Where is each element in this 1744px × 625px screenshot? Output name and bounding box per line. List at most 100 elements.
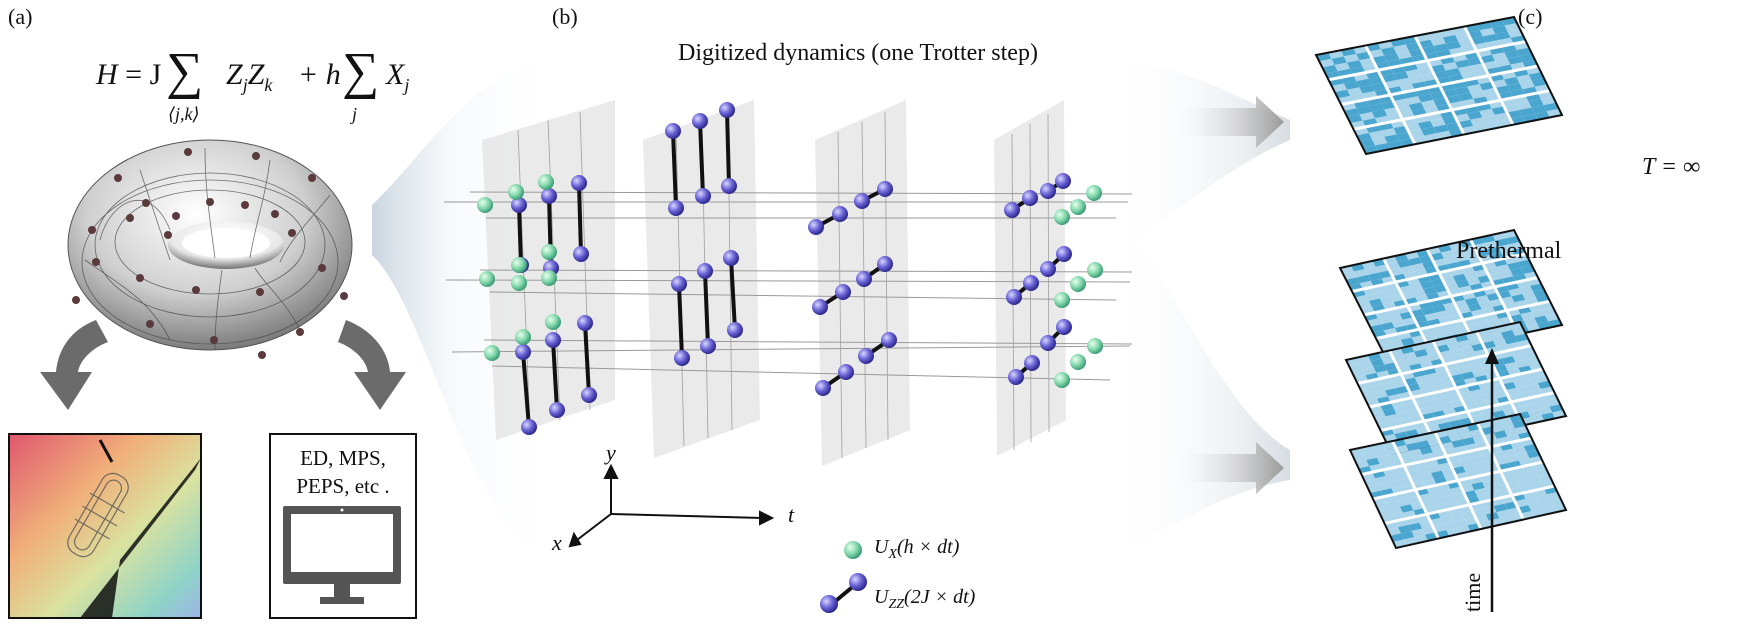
lattice-site	[1492, 25, 1508, 35]
legend-ux-arg: (h × dt)	[897, 536, 960, 558]
lattice-site	[1445, 68, 1462, 77]
lattice-site	[1372, 136, 1388, 146]
zz-gate-ball	[515, 344, 531, 360]
lattice-site	[1443, 521, 1457, 531]
lattice-site	[1494, 85, 1511, 95]
lattice-site	[1388, 479, 1402, 489]
lattice-site	[1442, 494, 1456, 504]
lattice-site	[1515, 426, 1529, 435]
lattice-site	[1396, 77, 1412, 87]
lattice-site	[1539, 500, 1553, 509]
plaquette-line	[1375, 299, 1551, 340]
ham-z2: Z	[247, 58, 265, 91]
arrow-top	[1170, 96, 1284, 148]
lattice-site	[1498, 244, 1513, 253]
lattice-site	[1430, 91, 1446, 100]
lattice-site	[1509, 241, 1523, 251]
lattice-site	[1429, 491, 1443, 500]
zz-gate-ball	[695, 188, 711, 204]
lattice-site	[1435, 310, 1450, 319]
lattice-site	[1400, 531, 1415, 540]
zz-gate-ball	[727, 322, 743, 338]
lattice-site	[1437, 396, 1451, 405]
zz-gate-ball	[665, 123, 681, 139]
lattice-site	[1516, 478, 1531, 488]
zz-bond	[517, 204, 523, 266]
lattice-site	[1432, 304, 1447, 313]
lattice-site	[1516, 385, 1530, 394]
axis-y-label: y	[606, 440, 616, 465]
lattice-site	[1491, 79, 1508, 88]
lattice-site	[1519, 53, 1535, 63]
lattice-site	[1367, 318, 1381, 327]
lattice-site	[1513, 446, 1527, 455]
lattice-site	[1371, 82, 1388, 92]
lattice-site	[1367, 272, 1382, 281]
lattice-site	[1528, 502, 1542, 512]
lattice-site	[1471, 481, 1485, 491]
lattice-site	[1472, 395, 1487, 404]
lattice-site	[1519, 285, 1534, 295]
plaquette-line	[1475, 330, 1524, 427]
lattice-site	[1368, 76, 1385, 85]
zz-gate-ball	[881, 332, 897, 348]
lattice-site	[1405, 69, 1422, 78]
time-label: time	[1460, 572, 1485, 612]
lattice-site	[1331, 56, 1347, 65]
zz-bond	[703, 270, 710, 347]
lattice-site	[1384, 80, 1400, 89]
lattice-site	[1371, 384, 1385, 393]
lattice-site	[1433, 124, 1449, 134]
lattice-site	[1491, 106, 1507, 115]
lattice-site	[1476, 321, 1491, 330]
lattice-site	[1516, 47, 1532, 57]
lattice-site	[1469, 389, 1484, 398]
ham-eq: = J	[125, 58, 162, 91]
zz-gate-ball	[854, 193, 870, 209]
lattice-site	[1459, 431, 1473, 440]
lattice-site	[1346, 277, 1360, 286]
lattice-site	[1472, 369, 1486, 378]
lattice-site	[1396, 411, 1411, 420]
lattice-site	[1501, 356, 1516, 365]
lattice-site	[1519, 107, 1535, 117]
lattice-site	[1520, 311, 1535, 321]
lattice-site	[1501, 422, 1516, 431]
lattice-site	[1364, 478, 1378, 487]
lattice-site	[1470, 117, 1486, 126]
ham-z1: Z	[226, 58, 243, 91]
lattice-site	[1455, 279, 1470, 288]
x-gate-ball	[1054, 372, 1070, 388]
lattice-site	[1538, 406, 1553, 415]
lattice-site	[1533, 289, 1547, 298]
lattice-site	[1493, 503, 1508, 513]
lattice-site	[1322, 64, 1338, 74]
lattice-site	[1462, 463, 1477, 473]
lattice-site	[1462, 437, 1476, 446]
lattice-site	[1356, 51, 1372, 61]
zz-gate-ball	[571, 175, 587, 191]
lattice-site	[1433, 97, 1449, 107]
lattice-site	[1393, 405, 1408, 414]
lattice-site	[1467, 84, 1483, 93]
x-gate-ball	[484, 345, 500, 361]
lattice-site	[1495, 238, 1510, 247]
x-gate-ball	[515, 329, 531, 345]
lattice-site	[1449, 348, 1464, 357]
lattice-site	[1433, 43, 1449, 53]
lattice-site	[1495, 58, 1511, 68]
hamiltonian: H = J	[96, 58, 161, 92]
lattice-site	[1507, 29, 1523, 38]
lattice-site	[1513, 379, 1527, 388]
lattice-site	[1378, 508, 1393, 518]
lattice-site	[1408, 522, 1423, 532]
lattice-site	[1469, 363, 1483, 372]
lattice-site	[1439, 488, 1454, 498]
lattice-site	[1482, 114, 1498, 124]
lattice-site	[1374, 390, 1388, 399]
lattice-site	[1492, 410, 1506, 419]
zz-gate-ball	[832, 206, 848, 222]
ham-term1: ZjZk	[226, 58, 272, 96]
zz-gate-ball	[549, 402, 565, 418]
zz-bond	[551, 339, 559, 411]
